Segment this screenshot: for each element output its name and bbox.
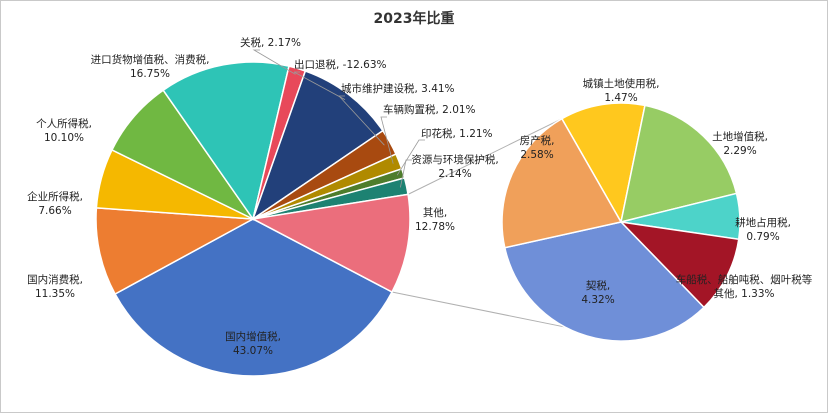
main-data-label-guanshui: 关税, 2.17% — [240, 36, 301, 49]
connector-line-bottom — [391, 291, 566, 328]
sub-value-label-chengzhen_tudi: 1.47% — [604, 92, 637, 104]
sub-value-label-fangchanshui: 2.58% — [520, 149, 553, 161]
sub-slice-chengzhen_tudi — [560, 102, 646, 225]
main-label-geren_suodeshui: 个人所得税, 10.10% — [36, 117, 92, 144]
main-label-jinkou_huowu: 进口货物增值税、消费税, 16.75% — [91, 53, 210, 80]
main-label-ziyuan_huanbao: 资源与环境保护税, 2.14% — [411, 153, 498, 180]
main-value-label-qita: 12.78% — [415, 221, 455, 233]
leader-line-cheliang_gouzhi — [380, 116, 394, 164]
sub-label-qishui: 契税, 4.32% — [581, 279, 614, 306]
main-slice-jinkou_huowu — [162, 61, 290, 221]
sub-category-label-chengzhen_tudi: 城镇土地使用税, — [583, 77, 660, 90]
leader-line-chengshi_weihu — [338, 95, 385, 146]
sub-label-tudi_zengzhi: 土地增值税, 2.29% — [712, 130, 768, 157]
main-label-chukou_tuishui: 出口退税, -12.63% — [294, 58, 387, 71]
main-data-label-cheliang_gouzhi: 车辆购置税, 2.01% — [383, 103, 476, 116]
sub-label-gengdi_zhanyong: 耕地占用税, 0.79% — [735, 216, 791, 243]
main-value-label-ziyuan_huanbao: 2.14% — [438, 168, 471, 180]
main-value-label-guannei_zengzhishui: 43.07% — [233, 345, 273, 357]
main-data-label-chengshi_weihu: 城市维护建设税, 3.41% — [341, 82, 455, 95]
main-label-yinhuashui: 印花税, 1.21% — [421, 127, 493, 140]
main-slice-guannei_zengzhishui — [114, 218, 394, 377]
sub-label-chengzhen_tudi: 城镇土地使用税, 1.47% — [583, 77, 660, 104]
main-label-cheliang_gouzhi: 车辆购置税, 2.01% — [383, 103, 476, 116]
main-label-qiye_suodeshui: 企业所得税, 7.66% — [27, 190, 83, 217]
leader-line-yinhuashui — [396, 139, 425, 176]
main-data-label-chukou_tuishui: 出口退税, -12.63% — [294, 58, 387, 71]
main-data-label-yinhuashui: 印花税, 1.21% — [421, 127, 493, 140]
main-category-label-geren_suodeshui: 个人所得税, — [36, 117, 92, 130]
sub-slice-chechuan — [618, 220, 740, 309]
main-label-guanshui: 关税, 2.17% — [240, 36, 301, 49]
main-category-label-qiye_suodeshui: 企业所得税, — [27, 190, 83, 203]
main-value-label-guonei_xiaofeishui: 11.35% — [35, 288, 75, 300]
sub-value-label-qishui: 4.32% — [581, 294, 614, 306]
chart-title: 2023年比重 — [373, 11, 455, 27]
sub-value-label-chechuan: 其他, 1.33% — [713, 287, 774, 300]
leader-line-ziyuan_huanbao — [400, 159, 412, 188]
sub-slice-fangchanshui — [501, 117, 623, 249]
leader-line-guanshui — [252, 49, 296, 75]
main-value-label-qiye_suodeshui: 7.66% — [38, 205, 71, 217]
main-slice-qita — [250, 193, 411, 293]
sub-slice-qishui — [503, 221, 705, 342]
main-label-qita: 其他, 12.78% — [415, 206, 455, 233]
main-label-guannei_zengzhishui: 国内增值税, 43.07% — [225, 330, 281, 357]
main-category-label-guonei_xiaofeishui: 国内消费税, — [27, 273, 83, 286]
sub-category-label-chechuan: 车船税、船舶吨税、烟叶税等 — [676, 273, 813, 286]
sub-category-label-gengdi_zhanyong: 耕地占用税, — [735, 216, 791, 229]
main-label-guonei_xiaofeishui: 国内消费税, 11.35% — [27, 273, 83, 300]
sub-label-fangchanshui: 房产税, 2.58% — [520, 134, 555, 161]
main-value-label-jinkou_huowu: 16.75% — [130, 68, 170, 80]
sub-value-label-gengdi_zhanyong: 0.79% — [746, 231, 779, 243]
main-category-label-jinkou_huowu: 进口货物增值税、消费税, — [91, 53, 210, 66]
connector-line-top — [407, 118, 562, 195]
sub-category-label-tudi_zengzhi: 土地增值税, — [712, 130, 768, 143]
sub-category-label-qishui: 契税, — [586, 279, 610, 292]
main-category-label-qita: 其他, — [423, 206, 447, 219]
main-label-chengshi_weihu: 城市维护建设税, 3.41% — [341, 82, 455, 95]
sub-value-label-tudi_zengzhi: 2.29% — [723, 145, 756, 157]
main-category-label-guannei_zengzhishui: 国内增值税, — [225, 330, 281, 343]
sub-slice-tudi_zengzhi — [620, 104, 738, 224]
sub-category-label-fangchanshui: 房产税, — [520, 134, 555, 147]
main-category-label-ziyuan_huanbao: 资源与环境保护税, — [411, 153, 498, 166]
main-slice-guonei_xiaofeishui — [95, 207, 256, 296]
main-value-label-geren_suodeshui: 10.10% — [44, 132, 84, 144]
leader-line-chukou_tuishui — [293, 71, 346, 100]
